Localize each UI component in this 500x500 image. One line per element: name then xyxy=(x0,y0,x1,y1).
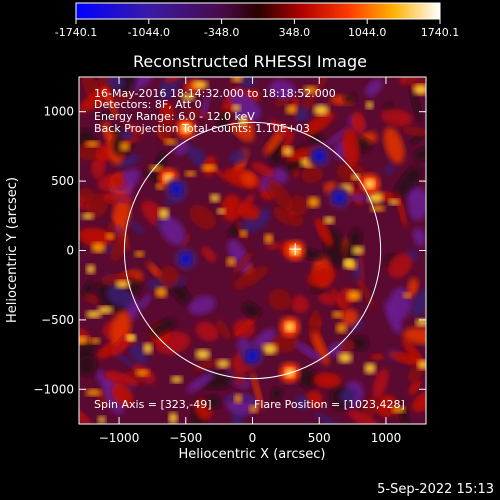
y-tick-label: 1000 xyxy=(43,105,74,119)
bright-source-core xyxy=(284,321,295,332)
info-detectors: Detectors: 8F, Att 0 xyxy=(94,98,202,111)
y-tick-label: 500 xyxy=(51,174,74,188)
y-tick-label: −500 xyxy=(41,313,74,327)
bright-source-core xyxy=(180,123,191,134)
flare-position-label: Flare Position = [1023,428] xyxy=(254,398,405,411)
x-tick-label: 1000 xyxy=(371,431,402,445)
colorbar-tick-label: 1044.0 xyxy=(348,26,387,39)
chart-title: Reconstructed RHESSI Image xyxy=(133,52,367,71)
dark-source-core xyxy=(313,150,326,163)
colorbar-tick-label: -1740.1 xyxy=(55,26,97,39)
colorbar-tick-label: 1740.1 xyxy=(421,26,460,39)
x-axis-ticks: −1000 −500 0 500 1000 xyxy=(99,77,401,445)
x-tick-label: −1000 xyxy=(99,431,140,445)
info-energy-range: Energy Range: 6.0 - 12.0 keV xyxy=(94,110,255,123)
y-axis-ticks: −1000 −500 0 500 1000 xyxy=(33,105,426,396)
bright-source-core xyxy=(364,178,375,189)
dark-source-core xyxy=(333,191,346,204)
flare-position-marker xyxy=(289,243,302,256)
dark-source-core xyxy=(170,183,183,196)
dark-source-core xyxy=(179,252,192,265)
solar-limb-circle xyxy=(123,121,382,380)
timestamp: 5-Sep-2022 15:13 xyxy=(377,482,494,497)
colorbar-tick-label: -1044.0 xyxy=(128,26,170,39)
colorbar-tick-label: -348.0 xyxy=(204,26,239,39)
info-method-counts: Back Projection Total counts: 1.10E+03 xyxy=(94,122,310,135)
dark-source-core xyxy=(246,349,259,362)
y-axis-label: Heliocentric Y (arcsec) xyxy=(5,177,20,323)
y-tick-label: 0 xyxy=(66,244,74,258)
x-axis-label: Heliocentric X (arcsec) xyxy=(179,447,326,462)
x-tick-label: 0 xyxy=(249,431,257,445)
colorbar xyxy=(75,2,441,20)
y-tick-label: −1000 xyxy=(33,382,74,396)
heatmap-image xyxy=(79,77,426,424)
spin-axis-label: Spin Axis = [323,-49] xyxy=(94,398,212,411)
colorbar-ticks: -1740.1 -1044.0 -348.0 348.0 1044.0 1740.1 xyxy=(55,19,459,39)
x-tick-label: 500 xyxy=(308,431,331,445)
x-tick-label: −500 xyxy=(169,431,202,445)
colorbar-tick-label: 348.0 xyxy=(279,26,311,39)
info-time-range: 16-May-2016 18:14:32.000 to 18:18:52.000 xyxy=(94,87,336,100)
